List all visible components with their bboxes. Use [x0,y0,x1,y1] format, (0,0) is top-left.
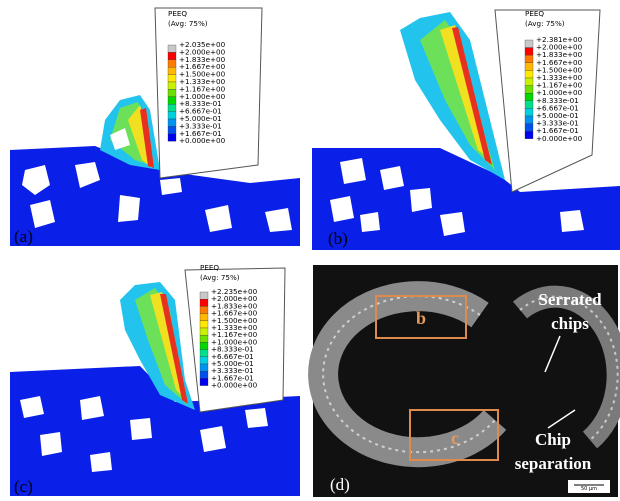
legend-swatch [200,364,208,371]
panel-label: (a) [14,227,33,246]
legend-swatch [200,306,208,313]
legend-swatch [168,75,176,82]
legend-swatch [168,119,176,126]
legend-swatch [200,328,208,335]
legend-swatch [168,45,176,52]
panel-d: b c Serrated chips Chip separation 50 μm… [313,265,618,497]
annotation: separation [515,454,592,473]
legend-swatch [525,78,533,86]
legend-swatch [525,93,533,101]
annotation: chips [551,314,589,333]
box-label: c [451,428,459,448]
legend-swatch [525,124,533,132]
legend-subtitle: (Avg: 75%) [200,273,240,282]
legend-swatch [168,126,176,133]
legend-swatch [525,116,533,124]
legend-swatch [525,86,533,94]
panel-label: (b) [328,229,348,248]
legend-subtitle: (Avg: 75%) [525,19,565,28]
legend-title: PEEQ [200,263,219,272]
legend-swatch [200,292,208,299]
legend-swatch [200,357,208,364]
legend-swatch [525,55,533,63]
legend-swatch [168,67,176,74]
legend-swatch [525,70,533,78]
legend-swatch [525,101,533,109]
panel-label: (d) [330,475,350,494]
scale-bar-label: 50 μm [581,486,597,492]
legend-swatch [525,108,533,116]
legend-swatch [200,371,208,378]
legend-swatch [200,314,208,321]
legend-subtitle: (Avg: 75%) [168,19,208,28]
legend-swatch [200,350,208,357]
annotation: Chip [535,430,571,449]
legend-swatch [168,89,176,96]
legend-swatch [200,299,208,306]
legend-swatch [525,48,533,56]
legend-title: PEEQ [168,9,187,18]
legend-level: +0.000e+00 [536,134,583,143]
legend-swatch [168,104,176,111]
legend-swatch [168,134,176,141]
legend-swatch [168,82,176,89]
panel-b: PEEQ(Avg: 75%)+2.381e+00+2.000e+00+1.833… [312,9,620,250]
legend-swatch [168,52,176,59]
panel-c: PEEQ(Avg: 75%)+2.235e+00+2.000e+00+1.833… [10,263,300,496]
legend-swatch [168,60,176,67]
legend-level: +0.000e+00 [179,136,226,145]
box-label: b [416,308,426,328]
legend-swatch [525,131,533,139]
legend-swatch [200,378,208,385]
panel-a: PEEQ(Avg: 75%)+2.035e+00+2.000e+00+1.833… [10,8,300,246]
annotation: Serrated [538,290,602,309]
panel-label: (c) [14,477,33,496]
figure: PEEQ(Avg: 75%)+2.035e+00+2.000e+00+1.833… [0,0,620,501]
legend-swatch [168,97,176,104]
legend-swatch [525,63,533,71]
legend-swatch [200,335,208,342]
legend-swatch [525,40,533,48]
legend-level: +0.000e+00 [211,381,258,390]
legend-title: PEEQ [525,9,544,18]
legend-swatch [168,112,176,119]
legend-swatch [200,321,208,328]
legend-swatch [200,342,208,349]
